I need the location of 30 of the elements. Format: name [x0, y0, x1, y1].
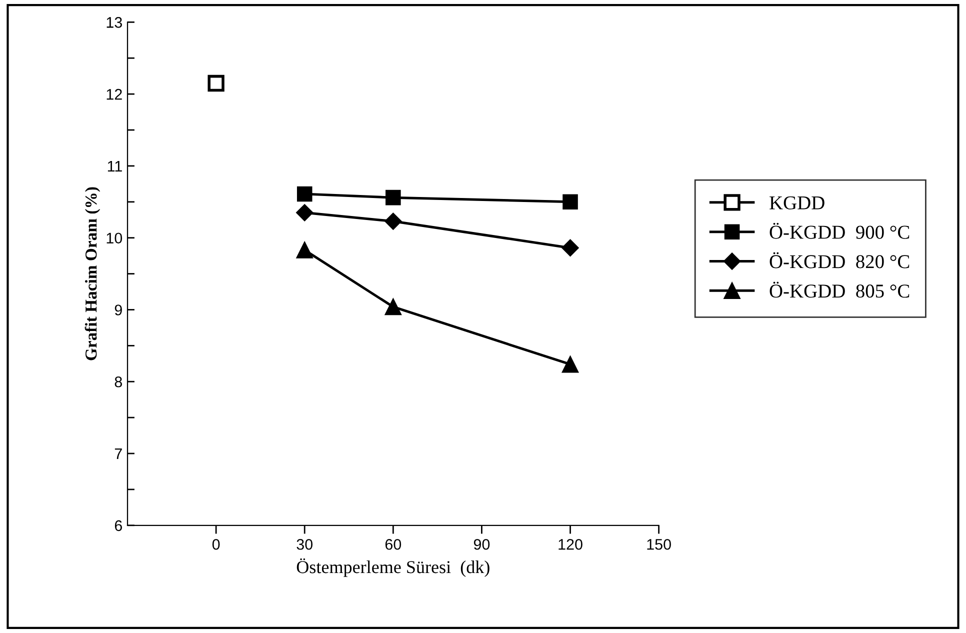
y-tick-label: 12 [106, 88, 122, 100]
x-tick-label: 90 [474, 538, 490, 550]
y-tick-label: 6 [114, 520, 122, 532]
y-tick-label: 7 [114, 448, 122, 460]
point [208, 74, 224, 92]
x-tick-label: 0 [212, 538, 220, 550]
y-tick-label: 10 [106, 232, 122, 244]
point [296, 204, 314, 222]
point [296, 186, 312, 202]
point [562, 194, 578, 210]
y-tick-label: 8 [114, 376, 122, 388]
y-tick-label: 13 [106, 17, 122, 28]
point [386, 190, 401, 206]
legend-label: KGDD [770, 196, 824, 210]
x-tick-label: 120 [558, 538, 582, 550]
point [562, 239, 579, 256]
legend-label: Ö-KGDD 820 °C [770, 252, 910, 268]
point [384, 298, 402, 316]
point [296, 242, 313, 258]
x-tick-label: 30 [296, 538, 313, 550]
y-axis-title: Grafit Hacim Oranı (%) [84, 187, 100, 360]
x-axis-title: Östemperleme Süresi (dk) [296, 558, 490, 577]
x-tick-label: 60 [385, 538, 402, 550]
y-tick-label: 11 [108, 160, 122, 172]
x-tick-label: 150 [647, 538, 671, 550]
legend-label: Ö-KGDD 900 °C [770, 222, 910, 239]
y-tick-label: 9 [114, 304, 122, 316]
point [562, 356, 579, 373]
legend-label: Ö-KGDD 805 °C [770, 282, 910, 298]
point [384, 212, 402, 230]
